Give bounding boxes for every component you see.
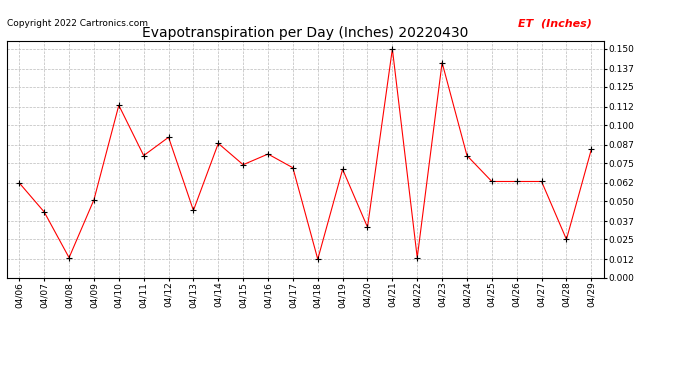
Text: ET  (Inches): ET (Inches) bbox=[518, 18, 592, 28]
Title: Evapotranspiration per Day (Inches) 20220430: Evapotranspiration per Day (Inches) 2022… bbox=[142, 26, 469, 40]
Text: Copyright 2022 Cartronics.com: Copyright 2022 Cartronics.com bbox=[7, 19, 148, 28]
